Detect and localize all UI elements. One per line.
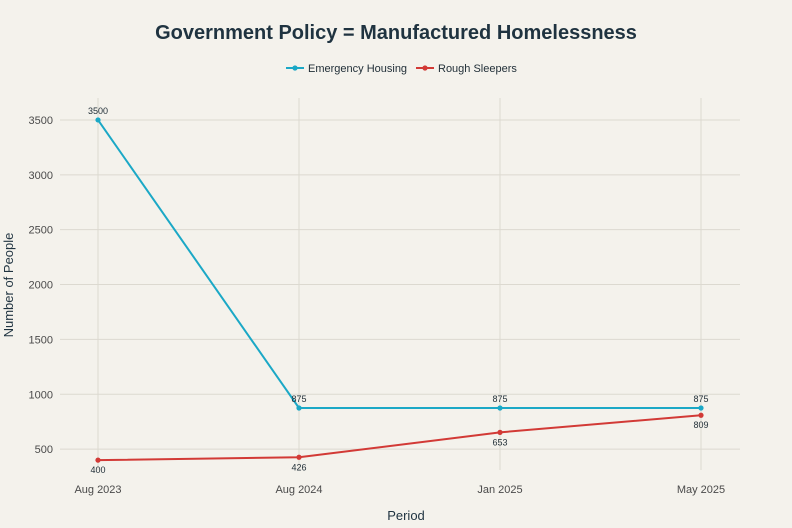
y-axis-ticks: 500 1000 1500 2000 2500 3000 3500 [29, 115, 53, 456]
data-point [296, 405, 302, 411]
grid [60, 98, 740, 470]
x-tick-label: Aug 2023 [74, 484, 121, 496]
data-label: 809 [693, 420, 708, 430]
data-label: 875 [291, 394, 306, 404]
data-label: 875 [693, 394, 708, 404]
legend-item: Emergency Housing [286, 63, 407, 75]
chart-title: Government Policy = Manufactured Homeles… [155, 22, 637, 44]
x-axis-ticks: Aug 2023 Aug 2024 Jan 2025 May 2025 [74, 484, 725, 496]
data-label: 3500 [88, 106, 108, 116]
series-rough-sleepers: 400 426 653 809 [90, 412, 709, 475]
data-point [698, 412, 704, 418]
data-point [497, 429, 503, 435]
y-axis-title: Number of People [1, 233, 16, 338]
series-layer: 3500 875 875 875 400 426 653 809 [88, 106, 709, 475]
y-tick-label: 500 [35, 444, 53, 456]
data-label: 875 [492, 394, 507, 404]
y-tick-label: 1000 [29, 389, 53, 401]
data-point [698, 405, 704, 411]
data-point [95, 457, 101, 463]
data-label: 653 [492, 437, 507, 447]
x-tick-label: Jan 2025 [477, 484, 522, 496]
x-tick-label: May 2025 [677, 484, 725, 496]
data-point [497, 405, 503, 411]
data-point [95, 117, 101, 123]
y-tick-label: 3500 [29, 115, 53, 127]
legend-item: Rough Sleepers [416, 63, 517, 75]
y-tick-label: 2500 [29, 225, 53, 237]
x-axis-title: Period [387, 508, 425, 523]
data-label: 400 [90, 465, 105, 475]
series-emergency-housing: 3500 875 875 875 [88, 106, 709, 411]
legend-label: Rough Sleepers [438, 63, 517, 75]
legend-marker [422, 65, 428, 71]
y-tick-label: 2000 [29, 280, 53, 292]
legend: Emergency Housing Rough Sleepers [286, 63, 517, 75]
data-label: 426 [291, 462, 306, 472]
data-point [296, 454, 302, 460]
series-line [97, 414, 702, 462]
y-tick-label: 1500 [29, 334, 53, 346]
y-tick-label: 3000 [29, 170, 53, 182]
series-line [97, 119, 701, 409]
x-tick-label: Aug 2024 [275, 484, 322, 496]
legend-marker [292, 65, 298, 71]
legend-label: Emergency Housing [308, 63, 407, 75]
